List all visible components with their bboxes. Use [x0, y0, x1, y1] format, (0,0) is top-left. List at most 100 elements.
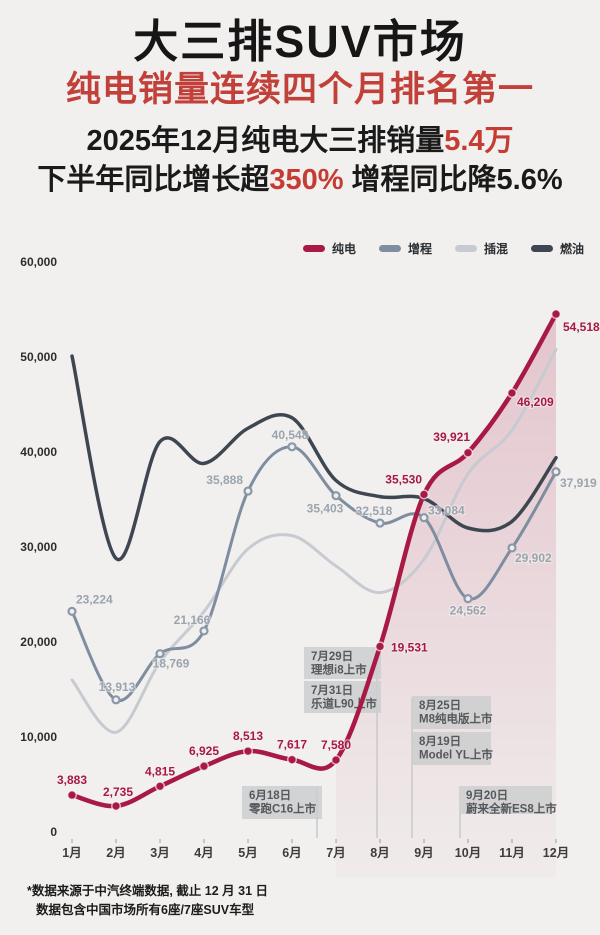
legend-label: 燃油	[560, 242, 585, 256]
phev-line	[70, 347, 558, 734]
legend-swatch	[379, 245, 402, 252]
erev-data-point	[419, 513, 429, 523]
pure-ev-value-label: 7,580	[321, 738, 351, 752]
x-axis-tick	[159, 839, 161, 843]
pure-ev-data-point	[418, 489, 430, 500]
stat-line-1-text: 2025年12月纯电大三排销量	[86, 125, 445, 157]
y-axis-label: 40,000	[20, 445, 57, 459]
erev-value-label: 32,518	[356, 504, 393, 518]
pure-ev-data-point	[374, 641, 386, 652]
pure-ev-data-point	[242, 746, 254, 757]
pure-ev-value-label: 3,883	[57, 773, 87, 787]
stat-line-2-suffix: 增程同比降5.6%	[343, 164, 563, 197]
erev-value-label: 40,548	[272, 428, 309, 442]
pure-ev-data-point	[110, 800, 122, 812]
legend-swatch	[455, 245, 478, 252]
annotation-event: 乐道L90上市	[311, 697, 377, 711]
pure-ev-data-point	[506, 387, 518, 399]
legend-swatch	[531, 245, 554, 252]
erev-data-point	[243, 486, 253, 496]
y-axis-label: 20,000	[20, 635, 57, 649]
annotation-date: 8月19日	[419, 735, 461, 748]
legend-item-3: 插混	[455, 240, 508, 257]
annotation-event: 零跑C16上市	[248, 802, 317, 816]
erev-data-point	[331, 491, 341, 501]
pure-ev-data-point	[198, 761, 210, 772]
pure-ev-data-point	[330, 754, 342, 766]
legend-label: 纯电	[332, 242, 357, 256]
legend-swatch	[303, 245, 325, 252]
erev-value-label: 37,919	[560, 476, 597, 490]
pure-ev-value-label: 7,617	[277, 738, 307, 752]
erev-value-label: 33,084	[428, 504, 465, 518]
erev-value-label: 24,562	[450, 604, 487, 618]
x-axis-label: 3月	[150, 846, 169, 860]
page-subtitle: 纯电销量连续四个月排名第一	[65, 70, 534, 110]
erev-data-point	[551, 467, 561, 477]
annotation-date: 9月20日	[466, 789, 508, 802]
pure-ev-value-label: 54,518	[563, 320, 600, 334]
erev-value-label: 21,166	[174, 613, 211, 627]
annotation-date: 7月31日	[311, 684, 353, 697]
erev-data-point	[463, 594, 473, 604]
ice-line	[70, 354, 558, 562]
pure-ev-value-label: 46,209	[517, 395, 554, 409]
erev-data-point	[111, 695, 121, 705]
pure-ev-data-point	[66, 790, 78, 801]
erev-data-point	[375, 518, 385, 528]
x-axis-tick	[203, 839, 205, 843]
footnote-line-2: 数据包含中国市场所有6座/7座SUV车型	[36, 903, 255, 917]
x-axis-label: 2月	[106, 846, 125, 860]
annotation-event: 理想i8上市	[311, 663, 367, 677]
legend-item-2: 增程	[379, 240, 432, 257]
erev-value-label: 35,403	[307, 502, 344, 516]
erev-value-label: 35,888	[206, 473, 243, 487]
erev-value-label: 18,769	[153, 657, 190, 671]
annotation-date: 6月18日	[249, 789, 291, 802]
annotation-box	[304, 647, 381, 679]
y-axis-label: 50,000	[20, 350, 57, 364]
erev-data-point	[507, 543, 517, 553]
erev-value-label: 29,902	[515, 551, 552, 565]
pure-ev-value-label: 35,530	[385, 472, 422, 486]
stat-line-2: 下半年同比增长超350% 增程同比降5.6%	[0, 165, 600, 196]
x-axis-tick	[247, 839, 249, 843]
stat-line-1-highlight: 5.4万	[444, 125, 514, 157]
pure-ev-data-point	[550, 309, 562, 320]
x-axis-label: 5月	[238, 846, 257, 860]
erev-data-point	[199, 626, 209, 636]
pure-ev-data-point	[154, 781, 166, 792]
legend-item-1: 纯电	[303, 240, 356, 257]
y-axis-label: 30,000	[20, 540, 57, 554]
pure-ev-value-label: 2,735	[103, 785, 133, 799]
annotation-box	[412, 732, 491, 765]
x-axis-label: 6月	[282, 846, 301, 860]
legend-label: 增程	[408, 242, 433, 256]
chart-legend: 纯电 增程 插混 燃油	[303, 240, 584, 257]
pure-ev-value-label: 19,531	[391, 640, 428, 654]
pure-ev-value-label: 39,921	[433, 430, 470, 444]
x-axis-tick	[115, 839, 117, 843]
pure-ev-data-point	[462, 447, 474, 458]
annotation-date: 8月25日	[419, 699, 461, 712]
y-axis-label: 10,000	[20, 730, 57, 744]
legend-item-4: 燃油	[531, 240, 584, 257]
erev-data-point	[67, 606, 77, 616]
stat-line-2-text: 下半年同比增长超	[37, 164, 270, 197]
y-axis-label: 0	[50, 825, 57, 839]
annotation-box	[459, 786, 552, 814]
header: 大三排SUV市场 纯电销量连续四个月排名第一 2025年12月纯电大三排销量5.…	[0, 18, 600, 197]
pure-ev-value-label: 4,815	[145, 764, 175, 778]
legend-label: 插混	[484, 242, 509, 256]
annotation-box	[242, 786, 322, 819]
erev-data-point	[155, 649, 165, 659]
x-axis-tick	[71, 839, 73, 843]
x-axis-tick	[291, 839, 293, 843]
footnote-line-1: *数据来源于中汽终端数据, 截止 12 月 31 日	[27, 884, 269, 898]
y-axis-label: 60,000	[20, 255, 57, 269]
page-title: 大三排SUV市场	[133, 16, 467, 67]
pure-ev-area-fill	[336, 314, 556, 879]
stat-line-1: 2025年12月纯电大三排销量5.4万	[0, 125, 600, 157]
